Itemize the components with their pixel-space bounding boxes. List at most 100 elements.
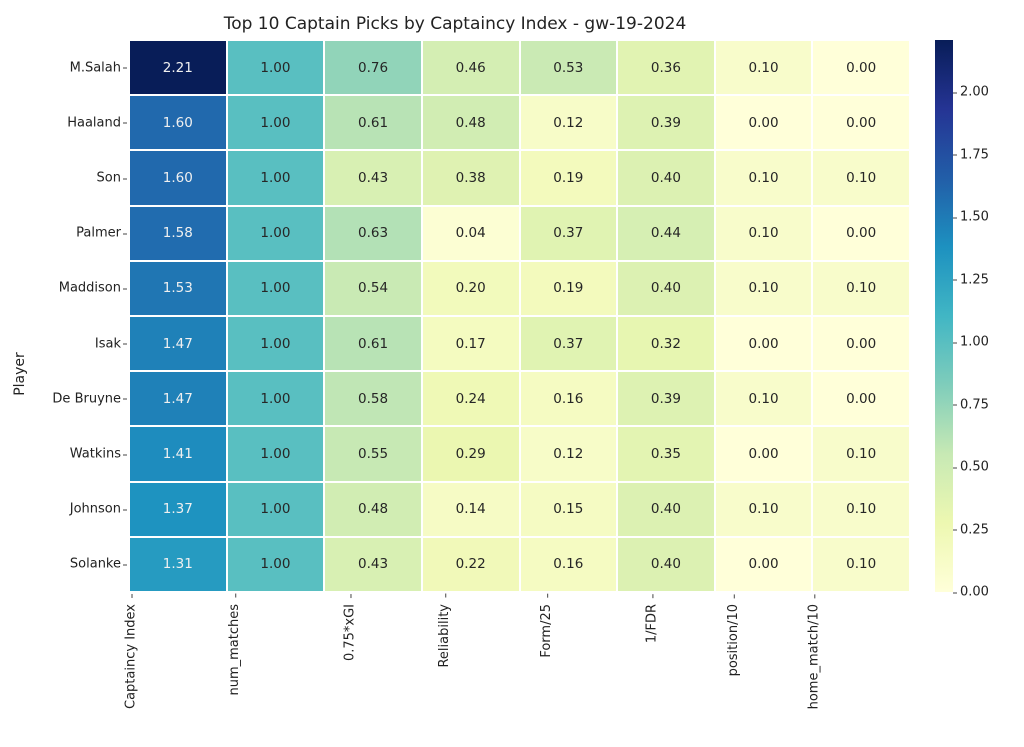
heatmap-cell: 0.10 (812, 426, 910, 481)
colorbar-tick-label: 1.25 (960, 272, 989, 287)
heatmap-cell: 0.10 (715, 40, 813, 95)
heatmap-cell: 0.36 (617, 40, 715, 95)
heatmap-cell: 0.43 (324, 537, 422, 592)
heatmap-cell: 0.22 (422, 537, 520, 592)
y-tick-label: Palmer (11, 226, 121, 241)
heatmap-cell: 2.21 (129, 40, 227, 95)
heatmap-cell: 1.00 (227, 261, 325, 316)
heatmap-cell: 0.32 (617, 316, 715, 371)
y-tick-label: Son (11, 171, 121, 186)
x-tick-label: Captaincy Index (123, 600, 138, 709)
heatmap-cell: 0.00 (812, 316, 910, 371)
x-tick-label: position/10 (725, 600, 740, 676)
heatmap-cell: 1.00 (227, 482, 325, 537)
y-tick-label: Maddison (11, 281, 121, 296)
heatmap-cell: 0.40 (617, 482, 715, 537)
colorbar-tick-label: 0.25 (960, 522, 989, 537)
heatmap-cell: 1.00 (227, 537, 325, 592)
x-tick-label: 0.75*xGI (343, 600, 358, 661)
colorbar-tick-label: 1.50 (960, 210, 989, 225)
heatmap-cell: 0.53 (520, 40, 618, 95)
heatmap-cell: 0.46 (422, 40, 520, 95)
y-tick-label: Haaland (11, 115, 121, 130)
heatmap-cell: 0.48 (324, 482, 422, 537)
colorbar-tick-label: 0.50 (960, 460, 989, 475)
heatmap-cell: 0.10 (812, 261, 910, 316)
heatmap-cell: 1.60 (129, 150, 227, 205)
heatmap-cell: 0.19 (520, 150, 618, 205)
colorbar-tick-label: 1.75 (960, 147, 989, 162)
heatmap-cell: 0.76 (324, 40, 422, 95)
colorbar (935, 40, 953, 592)
heatmap-cell: 0.12 (520, 95, 618, 150)
heatmap-cell: 0.48 (422, 95, 520, 150)
heatmap-cell: 1.58 (129, 206, 227, 261)
heatmap-cell: 0.19 (520, 261, 618, 316)
heatmap-cell: 0.37 (520, 316, 618, 371)
heatmap-cell: 0.00 (812, 371, 910, 426)
colorbar-tick-label: 0.75 (960, 397, 989, 412)
chart-title: Top 10 Captain Picks by Captaincy Index … (0, 14, 910, 34)
heatmap-cell: 1.00 (227, 316, 325, 371)
heatmap-cell: 0.40 (617, 537, 715, 592)
heatmap-cell: 1.60 (129, 95, 227, 150)
heatmap-cell: 0.54 (324, 261, 422, 316)
colorbar-tick-label: 0.00 (960, 585, 989, 600)
heatmap-cell: 0.61 (324, 95, 422, 150)
y-tick-label: De Bruyne (11, 391, 121, 406)
heatmap-cell: 0.00 (812, 95, 910, 150)
x-tick-label: home_match/10 (806, 600, 821, 709)
heatmap-cell: 0.38 (422, 150, 520, 205)
heatmap-cell: 0.10 (715, 206, 813, 261)
heatmap-cell: 0.10 (812, 482, 910, 537)
heatmap-cell: 0.55 (324, 426, 422, 481)
heatmap-cell: 0.61 (324, 316, 422, 371)
heatmap-cell: 0.00 (715, 537, 813, 592)
heatmap-cell: 0.17 (422, 316, 520, 371)
heatmap-plot-area: 2.211.000.760.460.530.360.100.001.601.00… (129, 40, 910, 592)
colorbar-tick-label: 2.00 (960, 85, 989, 100)
y-axis-label: Player (12, 352, 28, 396)
heatmap-cell: 0.39 (617, 371, 715, 426)
x-tick-label: Form/25 (539, 600, 554, 658)
heatmap-cell: 1.00 (227, 40, 325, 95)
heatmap-cell: 0.12 (520, 426, 618, 481)
x-tick-label: 1/FDR (644, 600, 659, 643)
heatmap-cell: 1.47 (129, 316, 227, 371)
heatmap-cell: 0.44 (617, 206, 715, 261)
heatmap-cell: 0.00 (812, 40, 910, 95)
y-tick-label: M.Salah (11, 60, 121, 75)
heatmap-cell: 0.24 (422, 371, 520, 426)
heatmap-cell: 0.04 (422, 206, 520, 261)
heatmap-cell: 0.00 (715, 316, 813, 371)
heatmap-cell: 0.35 (617, 426, 715, 481)
heatmap-cell: 0.40 (617, 261, 715, 316)
heatmap-cell: 1.47 (129, 371, 227, 426)
heatmap-cell: 0.37 (520, 206, 618, 261)
heatmap-cell: 0.15 (520, 482, 618, 537)
x-tick-label: num_matches (228, 600, 243, 696)
heatmap-cell: 1.37 (129, 482, 227, 537)
y-tick-label: Isak (11, 336, 121, 351)
heatmap-cell: 0.10 (812, 150, 910, 205)
heatmap-cell: 0.00 (715, 426, 813, 481)
heatmap-cell: 1.00 (227, 426, 325, 481)
heatmap-cell: 0.29 (422, 426, 520, 481)
heatmap-cell: 0.63 (324, 206, 422, 261)
heatmap-cell: 0.14 (422, 482, 520, 537)
heatmap-cell: 1.00 (227, 95, 325, 150)
heatmap-grid: 2.211.000.760.460.530.360.100.001.601.00… (129, 40, 910, 592)
heatmap-cell: 0.39 (617, 95, 715, 150)
heatmap-cell: 0.10 (715, 371, 813, 426)
colorbar-tick-label: 1.00 (960, 335, 989, 350)
heatmap-cell: 0.10 (715, 261, 813, 316)
heatmap-cell: 0.10 (812, 537, 910, 592)
heatmap-cell: 1.31 (129, 537, 227, 592)
heatmap-cell: 0.00 (715, 95, 813, 150)
heatmap-cell: 0.00 (812, 206, 910, 261)
x-tick-label: Reliability (437, 600, 452, 668)
heatmap-cell: 0.43 (324, 150, 422, 205)
heatmap-cell: 1.00 (227, 371, 325, 426)
heatmap-cell: 0.16 (520, 371, 618, 426)
heatmap-cell: 1.53 (129, 261, 227, 316)
